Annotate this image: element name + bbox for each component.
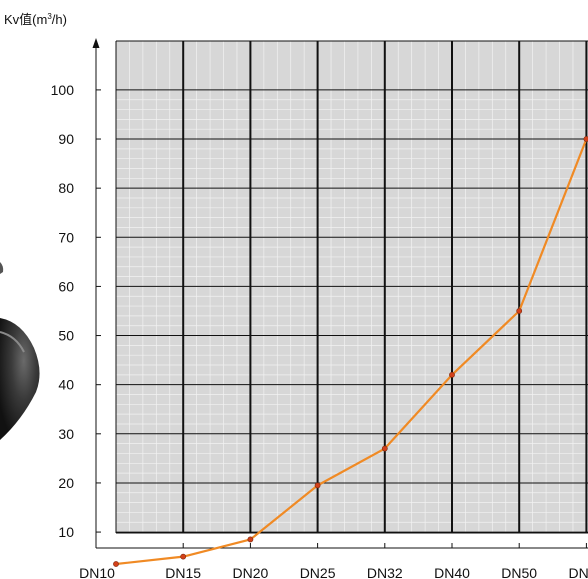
x-tick-label: DN15 [165,565,201,579]
x-ticks: DN10 DN15 DN20 DN25 DN32 DN40 DN50 DN65 [79,543,588,579]
plot-background [116,41,588,533]
data-point [247,536,254,543]
series-line [115,138,588,566]
y-tick-label: 40 [58,377,74,393]
x-tick-label: DN32 [367,565,403,579]
valve-body [0,318,40,440]
x-tick-label: DN50 [501,565,537,579]
major-grid [115,40,588,534]
y-tick-label: 60 [58,278,74,294]
x-tick-label: DN65 [569,565,588,579]
data-point [314,482,321,489]
valve-stub [0,262,4,274]
series-points [113,136,588,567]
y-ticks: 10 20 30 40 50 60 70 80 90 100 [51,82,101,540]
x-tick-label: DN25 [300,565,336,579]
data-point [449,371,455,378]
x-tick-label: DN10 [79,565,115,579]
y-tick-label: 10 [58,524,74,540]
data-point [180,553,187,560]
x-tick-label: DN40 [434,565,470,579]
y-tick-label: 100 [51,82,75,98]
data-point [583,136,588,142]
series-polyline [115,138,588,566]
data-point [113,561,119,567]
x-tick-label: DN20 [233,565,269,579]
valve-highlight [0,331,25,353]
data-point [381,445,388,452]
y-tick-label: 20 [58,475,74,491]
y-tick-label: 90 [58,131,74,147]
y-axis-title-sup: 3 [47,12,52,21]
y-tick-label: 80 [58,180,74,196]
y-tick-label: 70 [58,229,74,245]
y-tick-label: 50 [58,328,74,344]
y-axis-arrow [92,38,100,48]
y-tick-label: 30 [58,426,74,442]
y-axis-title: Kv值(m3/h) [4,12,67,27]
y-axis-title-tail: /h) [52,12,67,27]
plot-area [116,41,588,533]
data-point [516,308,523,314]
axes [92,38,588,549]
